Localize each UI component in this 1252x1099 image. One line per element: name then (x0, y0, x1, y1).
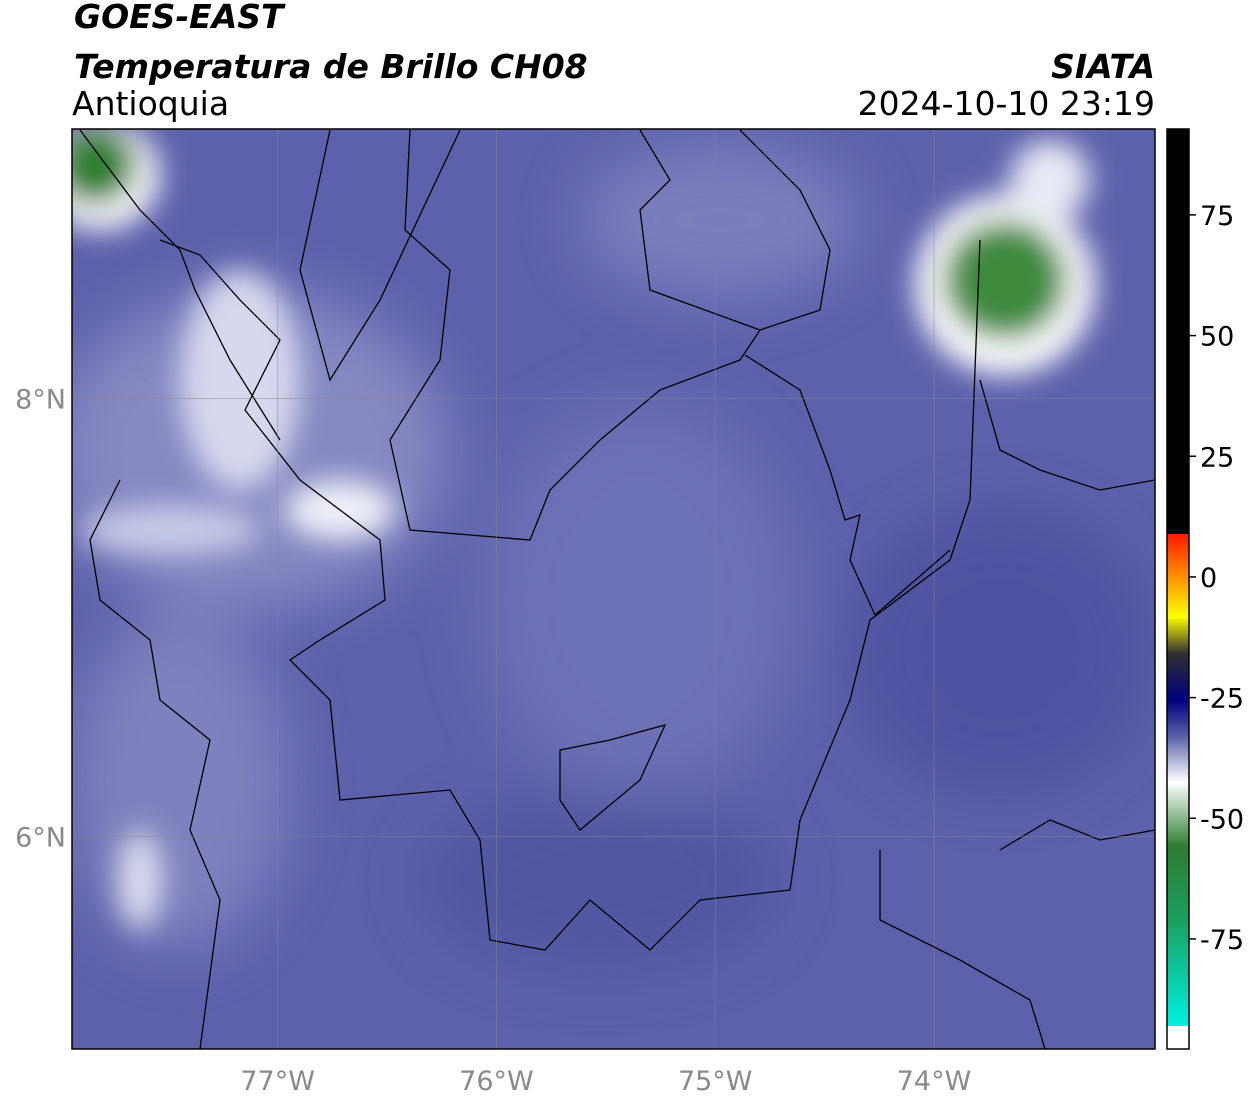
colorbar-tick-label: 75 (1200, 201, 1234, 232)
y-tick-label: 8°N (15, 384, 66, 415)
timestamp: 2024-10-10 23:19 (858, 84, 1155, 123)
x-tick-label: 76°W (459, 1066, 534, 1097)
colorbar-tick-label: 0 (1200, 563, 1217, 594)
graticule (72, 129, 1155, 1049)
title: GOES-EAST (74, 0, 286, 36)
colorbar (1166, 128, 1190, 1050)
source: SIATA (1051, 47, 1155, 86)
map-frame (71, 128, 1156, 1050)
colorbar-tick-label: -75 (1200, 925, 1244, 956)
borders (79, 129, 1155, 1049)
colorbar-tick-label: 25 (1200, 442, 1234, 473)
subtitle: Temperatura de Brillo CH08 (74, 47, 588, 86)
satellite-image (72, 129, 1155, 1049)
region: Antioquia (72, 84, 229, 123)
colorbar-tick-label: 50 (1200, 322, 1234, 353)
x-tick-label: 74°W (897, 1066, 972, 1097)
x-tick-label: 75°W (678, 1066, 753, 1097)
x-tick-label: 77°W (240, 1066, 315, 1097)
y-tick-label: 6°N (15, 823, 66, 854)
colorbar-tick-label: -50 (1200, 804, 1244, 835)
colorbar-tick-label: -25 (1200, 684, 1244, 715)
